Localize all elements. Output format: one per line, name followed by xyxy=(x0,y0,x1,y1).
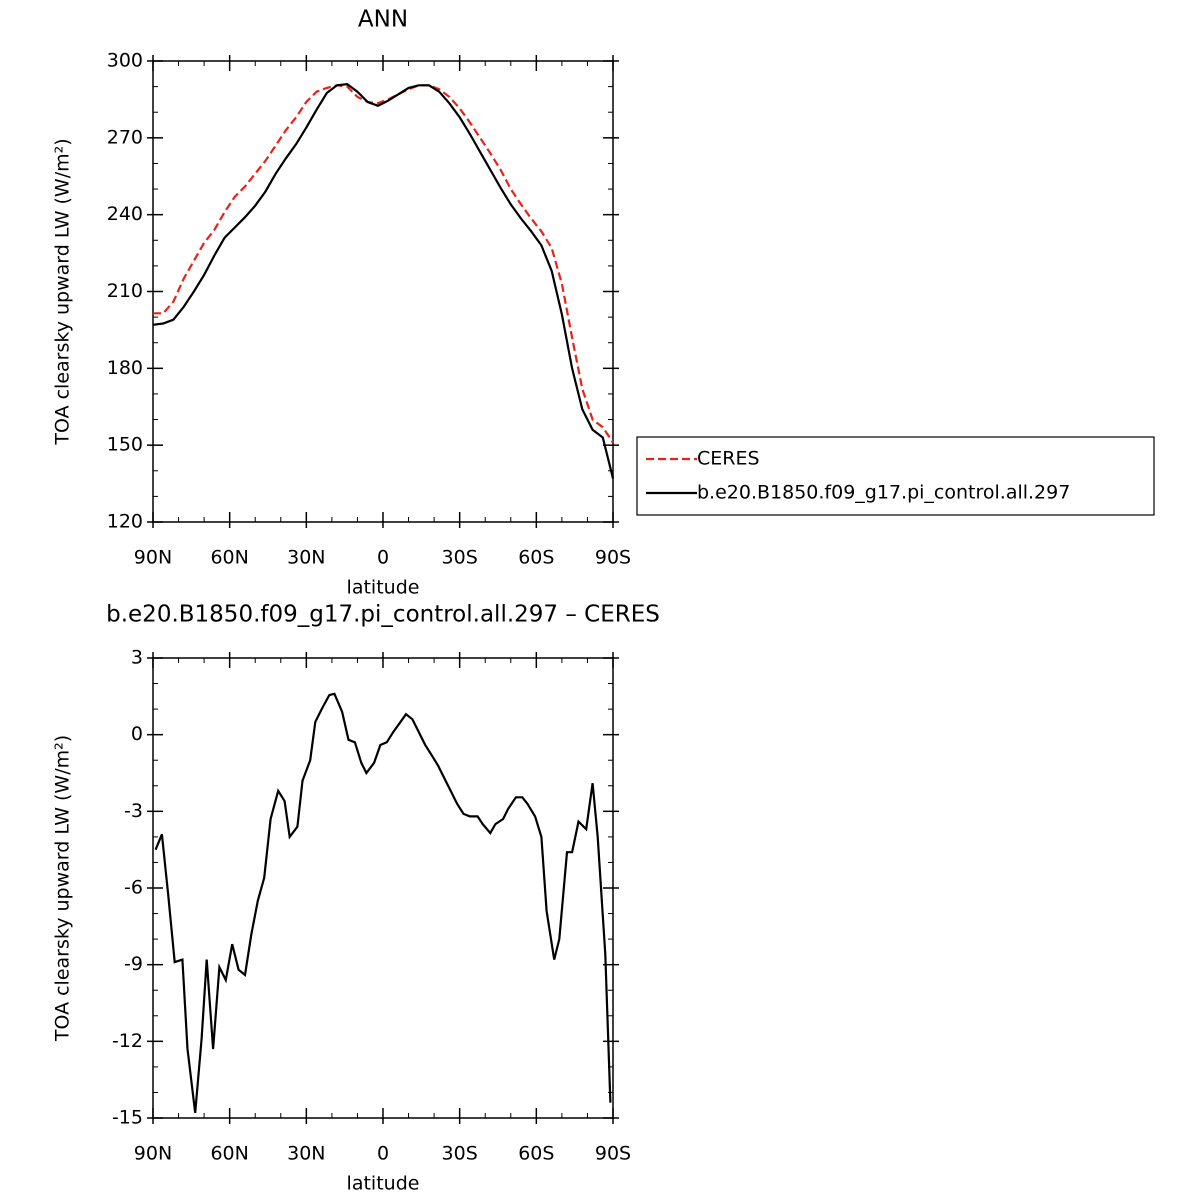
x-tick-label: 60S xyxy=(518,547,554,569)
legend-label: b.e20.B1850.f09_g17.pi_control.all.297 xyxy=(697,482,1070,504)
x-tick-label: 60N xyxy=(210,547,248,569)
x-axis-label: latitude xyxy=(347,1173,420,1195)
x-tick-label: 30N xyxy=(287,547,325,569)
y-tick-label: -9 xyxy=(124,953,143,975)
y-tick-label: 240 xyxy=(107,203,143,225)
x-tick-label: 30S xyxy=(442,1143,478,1165)
chart-title: b.e20.B1850.f09_g17.pi_control.all.297 –… xyxy=(106,602,660,628)
x-tick-label: 90S xyxy=(595,547,631,569)
x-tick-label: 60S xyxy=(518,1143,554,1165)
legend-box xyxy=(636,436,1155,516)
x-tick-label: 0 xyxy=(377,547,389,569)
y-axis-label: TOA clearsky upward LW (W/m²) xyxy=(52,138,74,445)
x-tick-label: 90N xyxy=(134,1143,172,1165)
y-tick-label: 120 xyxy=(107,511,143,533)
data-line xyxy=(152,82,615,479)
x-tick-label: 30N xyxy=(287,1143,325,1165)
y-axis-label: TOA clearsky upward LW (W/m²) xyxy=(52,735,74,1042)
y-tick-label: -15 xyxy=(112,1107,143,1129)
plot-frame xyxy=(152,657,614,1119)
plot-frame xyxy=(152,60,614,523)
x-axis-label: latitude xyxy=(347,577,420,599)
y-tick-label: 300 xyxy=(107,50,143,72)
y-tick-label: 3 xyxy=(131,647,143,669)
y-tick-label: 210 xyxy=(107,280,143,302)
x-tick-label: 30S xyxy=(442,547,478,569)
y-tick-label: 180 xyxy=(107,357,143,379)
y-tick-label: 150 xyxy=(107,434,143,456)
x-tick-label: 60N xyxy=(210,1143,248,1165)
y-tick-label: 0 xyxy=(131,723,143,745)
data-line xyxy=(153,84,614,444)
x-tick-label: 0 xyxy=(377,1143,389,1165)
legend-label: CERES xyxy=(697,448,760,470)
x-tick-label: 90S xyxy=(595,1143,631,1165)
x-tick-label: 90N xyxy=(134,547,172,569)
y-tick-label: -6 xyxy=(124,877,143,899)
y-tick-label: -3 xyxy=(124,800,143,822)
chart-title: ANN xyxy=(358,7,408,33)
y-tick-label: -12 xyxy=(112,1030,143,1052)
data-line xyxy=(154,692,612,1114)
y-tick-label: 270 xyxy=(107,126,143,148)
